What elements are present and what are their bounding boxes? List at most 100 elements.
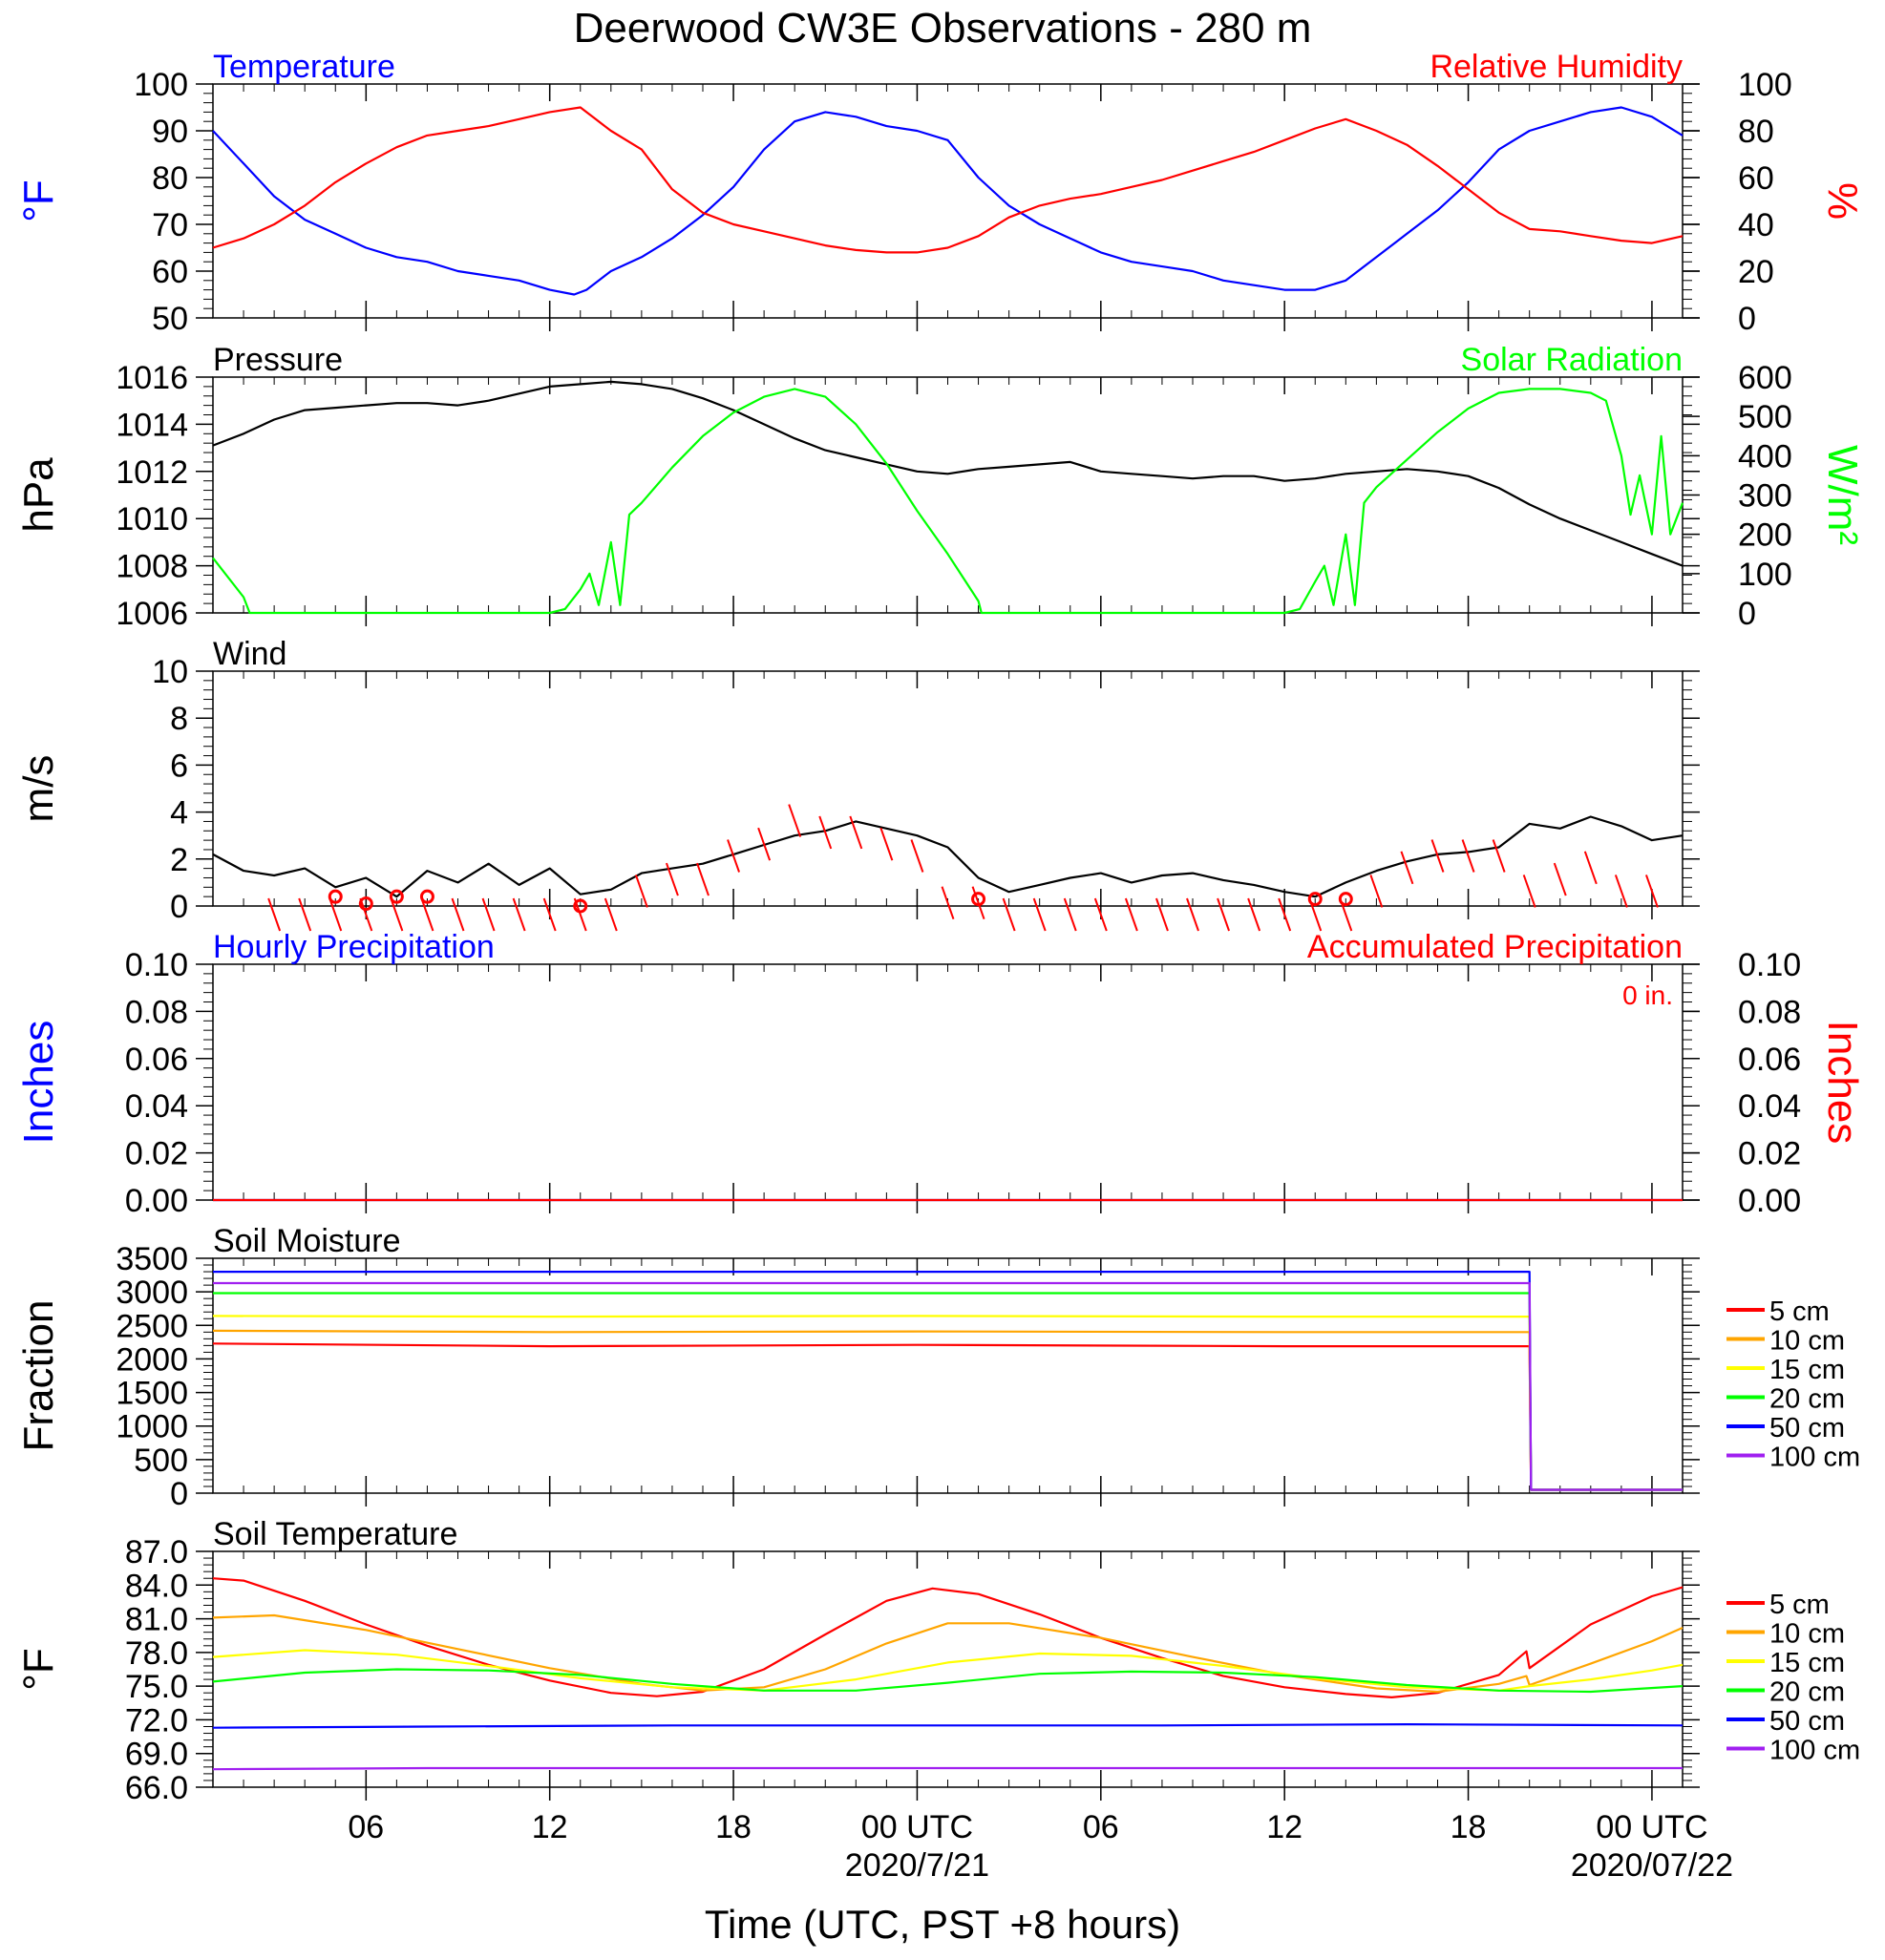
- y-tick-label: 3500: [116, 1241, 188, 1277]
- y-tick-label: 1006: [116, 596, 188, 632]
- legend-label: 5 cm: [1769, 1590, 1830, 1620]
- series-line-50-cm: [213, 1270, 1683, 1491]
- wind-barb: [1430, 839, 1445, 873]
- wind-barb: [910, 839, 924, 873]
- wind-barb: [1217, 897, 1231, 932]
- y-tick-label: 1008: [116, 549, 188, 585]
- wind-barb: [481, 897, 496, 932]
- legend-label: 15 cm: [1769, 1648, 1845, 1678]
- y2-tick-label: 100: [1738, 67, 1792, 103]
- series-line-5-cm: [212, 1577, 1684, 1699]
- x-tick-label: 06: [348, 1809, 384, 1845]
- calm-wind-marker: [1338, 892, 1353, 907]
- wind-barb: [1186, 897, 1199, 932]
- panel-title-left: Wind: [213, 636, 286, 672]
- series-line-10-cm: [212, 1329, 1683, 1491]
- wind-barb: [1644, 875, 1659, 908]
- y2-tick-label: 0: [1738, 301, 1756, 337]
- y-tick-label: 2500: [116, 1308, 188, 1344]
- legend-label: 15 cm: [1769, 1355, 1845, 1385]
- y-axis-title-left: °F: [15, 1648, 62, 1690]
- y-tick-label: 72.0: [125, 1702, 188, 1739]
- y-tick-label: 8: [170, 701, 188, 737]
- legend-label: 20 cm: [1769, 1677, 1845, 1708]
- panel-title-right: Relative Humidity: [1430, 49, 1683, 85]
- wind-barb: [1553, 862, 1567, 896]
- plot-frame: [212, 963, 1684, 1201]
- legend-label: 20 cm: [1769, 1384, 1845, 1415]
- panel-title-left: Temperature: [213, 49, 395, 85]
- y-tick-label: 500: [134, 1443, 188, 1479]
- series-line-wind: [212, 815, 1684, 898]
- y-tick-label: 2: [170, 842, 188, 878]
- y-tick-label: 70: [152, 207, 188, 243]
- wind-barb: [665, 862, 679, 896]
- series-line-pressure: [212, 380, 1684, 567]
- legend-label: 50 cm: [1769, 1706, 1845, 1737]
- y-tick-label: 1016: [116, 360, 188, 396]
- plot-frame: [212, 83, 1684, 319]
- legend-label: 100 cm: [1769, 1736, 1860, 1766]
- wind-barb: [1002, 897, 1016, 932]
- y-tick-label: 4: [170, 795, 188, 832]
- y-tick-label: 1010: [116, 501, 188, 537]
- calm-wind-marker: [328, 889, 343, 904]
- y2-tick-label: 100: [1738, 557, 1792, 593]
- panel-title-left: Soil Moisture: [213, 1223, 401, 1259]
- series-line-5-cm: [212, 1342, 1683, 1491]
- wind-barb: [941, 886, 955, 920]
- panel-precipitation: 0.00 0.02 0.04 0.06 0.08 0.10 0.00 0.02 0.04 0.06…: [15, 929, 1866, 1219]
- legend-label: 10 cm: [1769, 1326, 1845, 1357]
- wind-barb: [1124, 897, 1138, 932]
- y-axis-title-right: %: [1819, 182, 1866, 220]
- plot-frame: [212, 670, 1684, 907]
- y2-tick-label: 0.06: [1738, 1042, 1801, 1078]
- panel-title-left: Soil Temperature: [213, 1516, 457, 1552]
- y2-tick-label: 0.02: [1738, 1136, 1801, 1172]
- y-axis-title-left: Fraction: [15, 1300, 62, 1452]
- y-axis-title-left: m/s: [15, 755, 62, 823]
- wind-barb: [390, 897, 404, 932]
- series-line-relative-humidity: [212, 106, 1684, 254]
- y-tick-label: 78.0: [125, 1635, 188, 1672]
- chart-title: Deerwood CW3E Observations - 280 m: [574, 5, 1312, 52]
- legend-label: 50 cm: [1769, 1413, 1845, 1444]
- wind-barb: [727, 839, 741, 873]
- wind-barb: [298, 897, 312, 932]
- series-line-10-cm: [212, 1613, 1684, 1694]
- legend-label: 10 cm: [1769, 1619, 1845, 1650]
- y2-tick-label: 0: [1738, 596, 1756, 632]
- panel-title-right: Accumulated Precipitation: [1307, 929, 1683, 965]
- wind-barb: [1583, 851, 1598, 885]
- y-tick-label: 66.0: [125, 1770, 188, 1806]
- x-tick-label: 12: [1266, 1809, 1303, 1845]
- series-line-15-cm: [212, 1315, 1683, 1491]
- y-tick-label: 0.08: [125, 994, 188, 1030]
- wind-barb: [1614, 875, 1628, 908]
- wind-barb: [1032, 897, 1047, 932]
- y-tick-label: 50: [152, 301, 188, 337]
- x-date-label: 2020/7/21: [845, 1847, 989, 1884]
- series-line-solar-radiation: [212, 388, 1684, 615]
- y-tick-label: 0.10: [125, 947, 188, 983]
- wind-barb: [696, 862, 710, 896]
- wind-barb: [818, 815, 833, 850]
- legend-label: 5 cm: [1769, 1296, 1830, 1327]
- y-axis-title-right: W/m²: [1819, 445, 1866, 545]
- y-tick-label: 0: [170, 889, 188, 925]
- panel-title-right: Solar Radiation: [1461, 342, 1683, 378]
- x-tick-label: 18: [715, 1809, 752, 1845]
- y2-tick-label: 600: [1738, 360, 1792, 396]
- series-line-temperature: [212, 106, 1684, 296]
- y-axis-title-left: °F: [15, 179, 62, 221]
- wind-barb: [1154, 897, 1169, 932]
- y-tick-label: 87.0: [125, 1534, 188, 1570]
- panel-title-left: Hourly Precipitation: [213, 929, 495, 965]
- y-tick-label: 75.0: [125, 1669, 188, 1705]
- wind-barb: [634, 875, 648, 908]
- y-tick-label: 2000: [116, 1341, 188, 1378]
- calm-wind-marker: [358, 896, 373, 912]
- wind-barb: [267, 897, 282, 932]
- wind-barb: [1461, 839, 1475, 873]
